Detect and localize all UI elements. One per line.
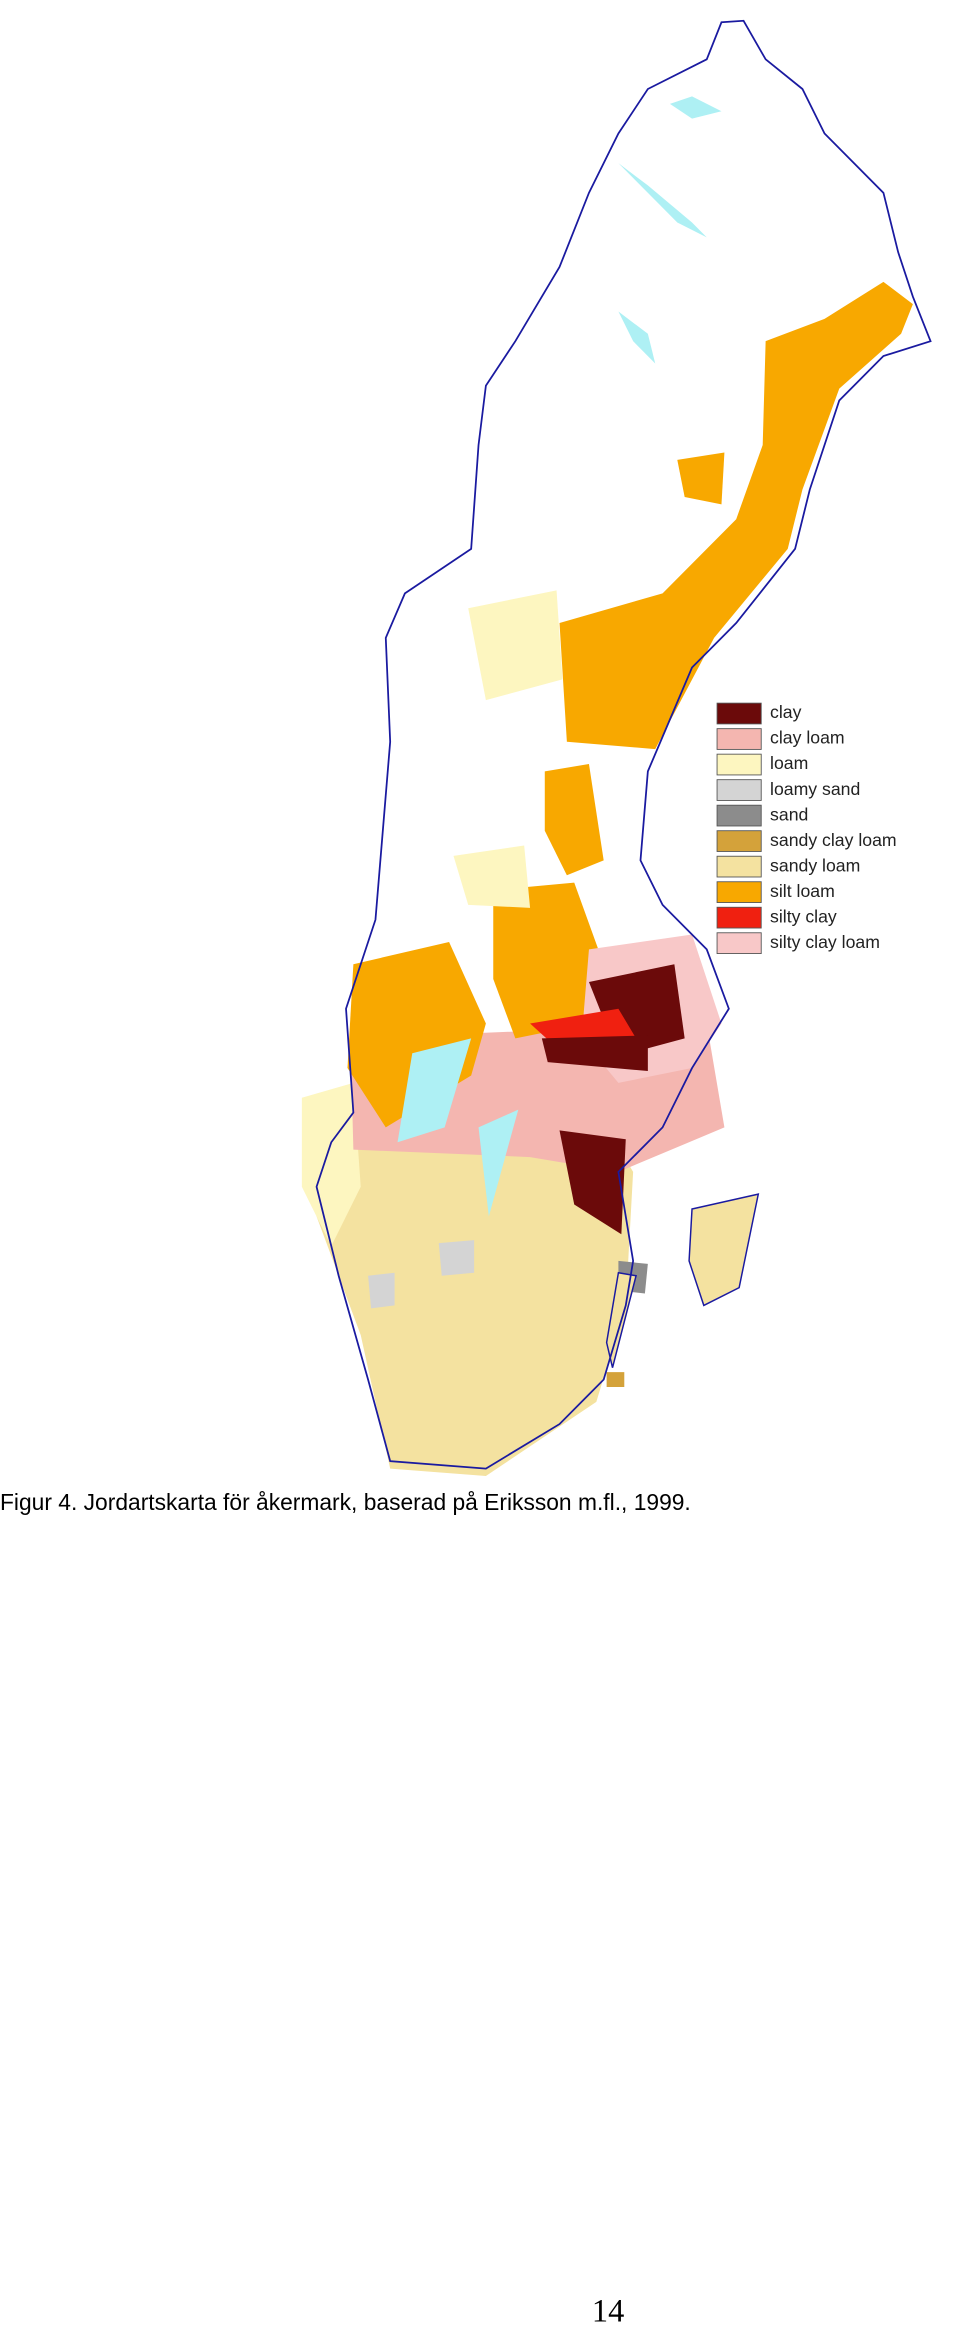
legend-swatch bbox=[716, 932, 762, 954]
legend-swatch bbox=[716, 830, 762, 852]
legend-swatch bbox=[716, 804, 762, 827]
legend-swatch bbox=[716, 855, 762, 878]
page-number: 14 bbox=[592, 2293, 624, 2326]
legend-label: silty clay bbox=[770, 906, 837, 926]
legend-label: sandy loam bbox=[770, 855, 860, 875]
legend-swatch bbox=[716, 906, 762, 929]
soil-map bbox=[301, 19, 932, 1477]
legend-label: silty clay loam bbox=[770, 932, 880, 952]
legend-swatch bbox=[716, 779, 762, 801]
map-legend: clay clay loam loam loamy sand sand sandy cla… bbox=[716, 702, 897, 954]
legend-label: clay loam bbox=[770, 728, 845, 748]
legend-label: loamy sand bbox=[770, 779, 860, 799]
legend-swatch bbox=[716, 728, 762, 750]
legend-label: sandy clay loam bbox=[770, 830, 897, 850]
legend-label: loam bbox=[770, 753, 808, 773]
legend-label: sand bbox=[770, 804, 808, 824]
legend-swatch bbox=[716, 881, 762, 903]
legend-label: silt loam bbox=[770, 881, 835, 901]
legend-swatch bbox=[716, 753, 762, 776]
legend-swatch bbox=[716, 702, 762, 725]
figure-caption: Figur 4. Jordartskarta för åkermark, bas… bbox=[0, 1489, 691, 1515]
legend-label: clay bbox=[770, 702, 802, 722]
